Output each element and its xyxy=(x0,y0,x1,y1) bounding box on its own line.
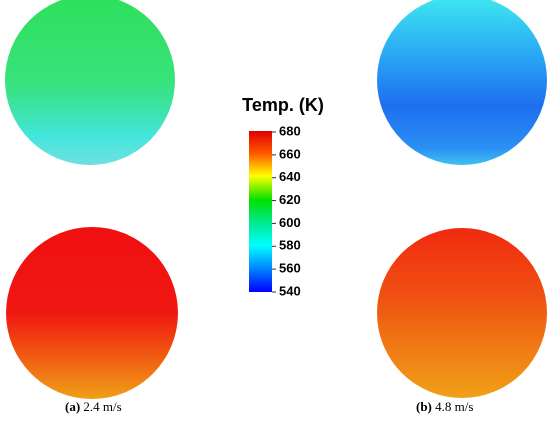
tick-label: 600 xyxy=(279,215,301,230)
tick-label: 540 xyxy=(279,283,301,298)
caption: (a) 2.4 m/s xyxy=(65,399,122,414)
colorbar-ticks: 540 560 580 600 620 640 660 680 xyxy=(272,123,301,298)
sphere-contour xyxy=(377,0,547,165)
caption: (b) 4.8 m/s xyxy=(416,399,473,414)
tick-label: 580 xyxy=(279,238,301,253)
tick-label: 640 xyxy=(279,169,301,184)
sphere-contour xyxy=(6,227,178,399)
caption-label: (b) xyxy=(416,399,432,414)
caption-label: (a) xyxy=(65,399,80,414)
tick-label: 620 xyxy=(279,192,301,207)
tick-label: 560 xyxy=(279,261,301,276)
sphere-contour xyxy=(377,228,547,398)
sphere-contour xyxy=(5,0,175,165)
tick-label: 680 xyxy=(279,123,301,138)
tick-label: 660 xyxy=(279,146,301,161)
caption-text: 2.4 m/s xyxy=(83,399,121,414)
caption-text: 4.8 m/s xyxy=(435,399,473,414)
colorbar-title: Temp. (K) xyxy=(242,95,324,115)
colorbar xyxy=(249,131,272,292)
